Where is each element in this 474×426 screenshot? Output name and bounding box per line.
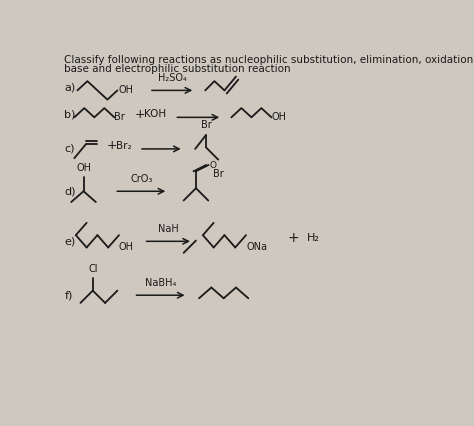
Text: H₂: H₂	[307, 233, 319, 243]
Text: OH: OH	[272, 112, 286, 122]
Text: OH: OH	[118, 85, 133, 95]
Text: Cl: Cl	[88, 264, 98, 273]
Text: base and electrophilic substitution reaction: base and electrophilic substitution reac…	[64, 64, 291, 74]
Text: OH: OH	[76, 163, 91, 173]
Text: H₂SO₄: H₂SO₄	[158, 73, 187, 83]
Text: NaBH₄: NaBH₄	[145, 277, 176, 288]
Text: Br: Br	[201, 121, 211, 130]
Text: c): c)	[64, 144, 75, 154]
Text: O: O	[209, 161, 216, 170]
Text: d): d)	[64, 186, 76, 196]
Text: +: +	[135, 108, 146, 121]
Text: Classify following reactions as nucleophilic substitution, elimination, oxidatio: Classify following reactions as nucleoph…	[64, 55, 474, 65]
Text: Br₂: Br₂	[116, 141, 131, 151]
Text: b): b)	[64, 109, 76, 119]
Text: ONa: ONa	[246, 242, 267, 253]
Text: Br: Br	[114, 112, 125, 122]
Text: f): f)	[64, 290, 73, 300]
Text: Br: Br	[213, 169, 224, 179]
Text: KOH: KOH	[144, 109, 166, 119]
Text: e): e)	[64, 236, 75, 246]
Text: +: +	[288, 231, 299, 245]
Text: OH: OH	[119, 242, 134, 253]
Text: CrO₃: CrO₃	[130, 173, 153, 184]
Text: +: +	[107, 139, 117, 153]
Text: a): a)	[64, 82, 75, 92]
Text: NaH: NaH	[158, 224, 179, 233]
